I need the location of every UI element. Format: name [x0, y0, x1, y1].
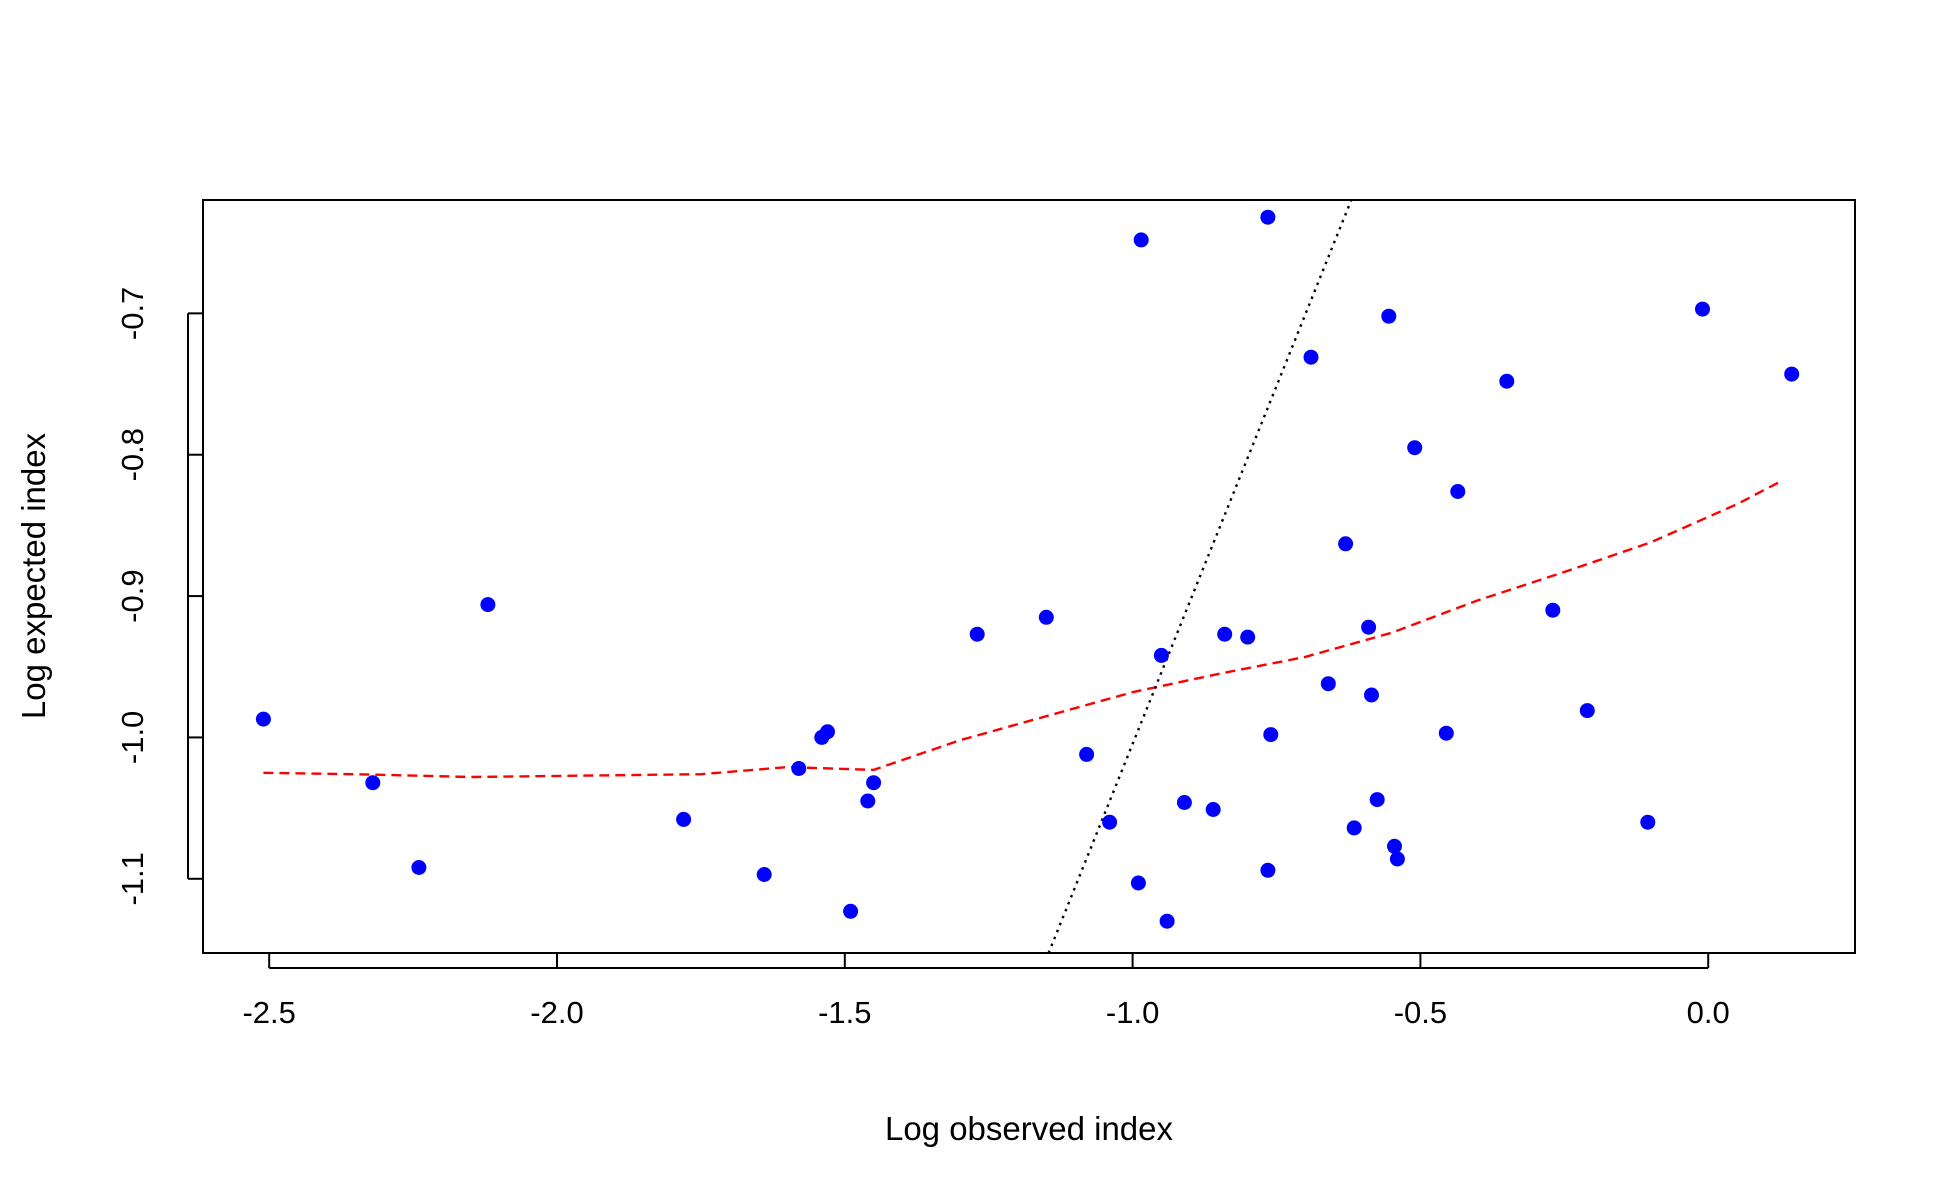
data-point [1361, 619, 1377, 635]
data-point [1320, 676, 1336, 692]
data-point [1205, 802, 1221, 817]
data-point [1450, 484, 1466, 499]
data-point [843, 903, 859, 919]
reference-line [1047, 200, 1353, 953]
data-point [1079, 746, 1095, 762]
data-point [1153, 647, 1169, 663]
x-tick-label: -2.0 [530, 995, 583, 1030]
x-tick-label: 0.0 [1687, 995, 1730, 1030]
data-point [1381, 308, 1397, 324]
data-point [1102, 814, 1118, 830]
axis-layer: -2.5 -2.0 -1.5 -1.0 -0.5 0.0 -1.1 -1.0 -0.9 -0.8 -… [115, 287, 1730, 1030]
data-point [791, 761, 807, 776]
data-point [1263, 727, 1279, 743]
x-tick-label: -1.5 [818, 995, 871, 1030]
data-point [866, 775, 882, 791]
y-tick-label: -1.1 [115, 852, 150, 905]
data-point [255, 711, 271, 727]
data-point [1369, 792, 1385, 808]
data-point [411, 860, 427, 875]
data-point [1438, 725, 1454, 741]
plot-layer [255, 200, 1800, 953]
data-point [1695, 301, 1710, 317]
data-point [1260, 209, 1276, 225]
data-point [1579, 703, 1595, 719]
data-point [1338, 536, 1354, 552]
data-point [1240, 629, 1256, 645]
data-point [676, 811, 692, 827]
data-point [756, 867, 772, 882]
data-point [1303, 349, 1319, 365]
data-point [1389, 851, 1405, 867]
y-axis-label: Log expected index [15, 432, 52, 719]
x-tick-label: -1.0 [1106, 995, 1159, 1030]
y-tick-label: -0.9 [115, 569, 150, 622]
data-point [1407, 440, 1423, 456]
data-point [1133, 232, 1149, 248]
data-point [1640, 814, 1656, 830]
plot-frame [202, 199, 1856, 954]
x-axis-label: Log observed index [885, 1110, 1174, 1147]
data-point [1784, 366, 1800, 382]
data-point [1159, 913, 1175, 929]
data-point [1346, 820, 1362, 836]
data-point [1499, 373, 1515, 389]
data-point [820, 724, 835, 740]
y-tick-label: -0.7 [115, 287, 150, 340]
data-point [1387, 838, 1402, 854]
smooth-line [263, 479, 1784, 779]
data-point [1130, 875, 1146, 891]
data-point [1545, 602, 1561, 618]
data-point [1260, 862, 1276, 878]
x-tick-label: -2.5 [242, 995, 295, 1030]
data-point [1364, 687, 1379, 703]
data-point [1038, 609, 1054, 625]
data-point [365, 775, 381, 791]
y-tick-label: -1.0 [115, 711, 150, 764]
data-point [860, 793, 876, 809]
data-point [480, 597, 496, 613]
y-tick-label: -0.8 [115, 428, 150, 481]
x-tick-label: -0.5 [1394, 995, 1447, 1030]
data-point [1176, 795, 1192, 810]
data-point [969, 626, 985, 642]
data-point [1217, 626, 1233, 642]
